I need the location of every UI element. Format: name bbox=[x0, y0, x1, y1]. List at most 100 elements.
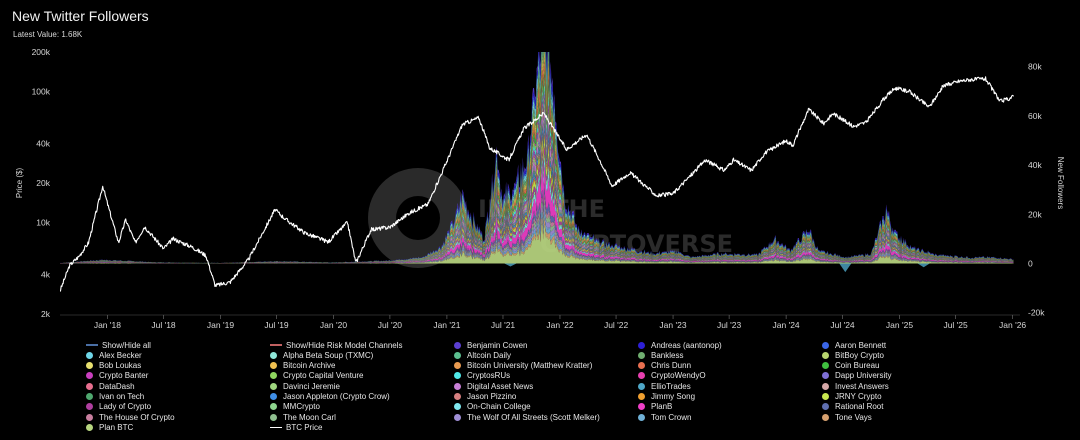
legend-swatch bbox=[86, 362, 93, 370]
legend-item-alex-becker[interactable]: Alex Becker bbox=[86, 350, 142, 360]
legend-label: Dapp University bbox=[835, 371, 892, 381]
legend-item-the-wolf-of-all-streets-scott-melker-[interactable]: The Wolf Of All Streets (Scott Melker) bbox=[454, 412, 600, 422]
legend-item-the-moon-carl[interactable]: The Moon Carl bbox=[270, 412, 336, 422]
legend-label: Davinci Jeremie bbox=[283, 381, 340, 391]
legend-swatch bbox=[270, 351, 277, 359]
legend-item-bitcoin-archive[interactable]: Bitcoin Archive bbox=[270, 361, 335, 371]
legend-item-cryptowendyo[interactable]: CryptoWendyO bbox=[638, 371, 706, 381]
legend-swatch bbox=[822, 372, 829, 380]
btc-price-line[interactable] bbox=[60, 76, 1014, 292]
legend-label: Aaron Bennett bbox=[835, 340, 887, 350]
right-tick-label: 80k bbox=[1028, 62, 1042, 72]
legend-label: BTC Price bbox=[286, 422, 323, 432]
legend-item-tom-crown[interactable]: Tom Crown bbox=[638, 412, 691, 422]
negative-dip-1 bbox=[917, 263, 930, 268]
legend-item-on-chain-college[interactable]: On-Chain College bbox=[454, 402, 531, 412]
legend-swatch bbox=[822, 351, 829, 359]
legend-swatch bbox=[270, 413, 277, 421]
legend-swatch bbox=[454, 382, 461, 390]
left-tick-label: 100k bbox=[32, 86, 51, 96]
legend-label: Bitcoin Archive bbox=[283, 361, 336, 371]
x-tick-label: Jul '24 bbox=[830, 320, 855, 330]
legend-item-rational-root[interactable]: Rational Root bbox=[822, 402, 883, 412]
legend-item-show-hide-risk-model-channels[interactable]: Show/Hide Risk Model Channels bbox=[270, 340, 403, 350]
legend-item-elliotrades[interactable]: EllioTrades bbox=[638, 381, 691, 391]
legend-item-datadash[interactable]: DataDash bbox=[86, 381, 135, 391]
legend-swatch bbox=[454, 341, 461, 349]
legend-label: Chris Dunn bbox=[651, 361, 692, 371]
legend-item-jrny-crypto[interactable]: JRNY Crypto bbox=[822, 392, 882, 402]
legend-item-coin-bureau[interactable]: Coin Bureau bbox=[822, 361, 879, 371]
legend-item-jason-pizzino[interactable]: Jason Pizzino bbox=[454, 392, 516, 402]
legend-label: Alex Becker bbox=[99, 350, 142, 360]
legend-item-crypto-banter[interactable]: Crypto Banter bbox=[86, 371, 148, 381]
legend-label: Tone Vays bbox=[835, 412, 872, 422]
legend-item-crypto-capital-venture[interactable]: Crypto Capital Venture bbox=[270, 371, 364, 381]
area-series-plan-btc[interactable] bbox=[60, 223, 1014, 264]
legend-item-alpha-beta-soup-txmc-[interactable]: Alpha Beta Soup (TXMC) bbox=[270, 350, 373, 360]
legend-label: DataDash bbox=[99, 381, 135, 391]
left-tick-label: 40k bbox=[36, 139, 50, 149]
legend-item-planb[interactable]: PlanB bbox=[638, 402, 672, 412]
legend-label: Rational Root bbox=[835, 402, 884, 412]
legend-item-altcoin-daily[interactable]: Altcoin Daily bbox=[454, 350, 511, 360]
legend-item-aaron-bennett[interactable]: Aaron Bennett bbox=[822, 340, 886, 350]
legend-swatch bbox=[86, 403, 93, 411]
legend-item-chris-dunn[interactable]: Chris Dunn bbox=[638, 361, 691, 371]
legend-label: Lady of Crypto bbox=[99, 402, 152, 412]
legend-swatch bbox=[86, 423, 93, 431]
legend-item-the-house-of-crypto[interactable]: The House Of Crypto bbox=[86, 412, 175, 422]
legend-item-benjamin-cowen[interactable]: Benjamin Cowen bbox=[454, 340, 527, 350]
right-tick-label: -20k bbox=[1028, 308, 1045, 318]
right-tick-label: 20k bbox=[1028, 209, 1042, 219]
legend-label: Coin Bureau bbox=[835, 361, 880, 371]
legend-item-cryptosrus[interactable]: CryptosRUs bbox=[454, 371, 510, 381]
legend-label: Show/Hide all bbox=[102, 340, 151, 350]
x-tick-label: Jul '21 bbox=[491, 320, 516, 330]
legend-label: The House Of Crypto bbox=[99, 412, 175, 422]
legend-label: Bankless bbox=[651, 350, 684, 360]
legend-item-bitcoin-university-matthew-kratter-[interactable]: Bitcoin University (Matthew Kratter) bbox=[454, 361, 592, 371]
legend-item-btc-price[interactable]: BTC Price bbox=[270, 422, 322, 432]
legend-item-bitboy-crypto[interactable]: BitBoy Crypto bbox=[822, 350, 884, 360]
legend-label: Jason Appleton (Crypto Crow) bbox=[283, 392, 390, 401]
legend-item-dapp-university[interactable]: Dapp University bbox=[822, 371, 891, 381]
legend-item-jimmy-song[interactable]: Jimmy Song bbox=[638, 392, 695, 402]
legend-item-invest-answers[interactable]: Invest Answers bbox=[822, 381, 889, 391]
legend-item-jason-appleton-crypto-crow-[interactable]: Jason Appleton (Crypto Crow) bbox=[270, 392, 390, 402]
legend-label: Crypto Capital Venture bbox=[283, 371, 364, 381]
legend-label: Jimmy Song bbox=[651, 392, 696, 401]
legend-item-davinci-jeremie[interactable]: Davinci Jeremie bbox=[270, 381, 340, 391]
chart-subtitle: Latest Value: 1.68K bbox=[13, 30, 83, 39]
legend-swatch bbox=[454, 413, 461, 421]
legend-item-lady-of-crypto[interactable]: Lady of Crypto bbox=[86, 402, 151, 412]
legend-item-bankless[interactable]: Bankless bbox=[638, 350, 683, 360]
legend-item-mmcrypto[interactable]: MMCrypto bbox=[270, 402, 320, 412]
legend-label: Benjamin Cowen bbox=[467, 340, 528, 350]
legend-label: JRNY Crypto bbox=[835, 392, 882, 401]
legend-label: On-Chain College bbox=[467, 402, 531, 412]
legend-swatch bbox=[270, 403, 277, 411]
legend-item-tone-vays[interactable]: Tone Vays bbox=[822, 412, 872, 422]
axes-layer: 2k 4k 10k 20k 40k 100k 200k -20k 0 20k 40k 60k 80k Ja… bbox=[15, 47, 1065, 330]
legend-item-bob-loukas[interactable]: Bob Loukas bbox=[86, 361, 141, 371]
legend-item-ivan-on-tech[interactable]: Ivan on Tech bbox=[86, 392, 144, 402]
negative-dip-0 bbox=[839, 263, 852, 273]
left-tick-label: 2k bbox=[41, 309, 51, 319]
legend-label: EllioTrades bbox=[651, 381, 691, 391]
left-tick-label: 10k bbox=[36, 217, 50, 227]
area-series-tone-vays[interactable] bbox=[60, 217, 1014, 264]
legend-swatch bbox=[638, 382, 645, 390]
legend-swatch bbox=[454, 393, 461, 400]
legend-swatch bbox=[638, 413, 645, 421]
legend-item-digital-asset-news[interactable]: Digital Asset News bbox=[454, 381, 533, 391]
left-tick-label: 4k bbox=[41, 270, 51, 280]
legend-item-andreas-aantonop-[interactable]: Andreas (aantonop) bbox=[638, 340, 722, 350]
legend-swatch bbox=[822, 341, 829, 349]
legend-label: Jason Pizzino bbox=[467, 392, 517, 401]
legend-swatch bbox=[270, 426, 282, 429]
area-series-bankless[interactable] bbox=[60, 41, 1014, 264]
legend-item-plan-btc[interactable]: Plan BTC bbox=[86, 422, 133, 432]
legend-item-show-hide-all[interactable]: Show/Hide all bbox=[86, 340, 151, 350]
